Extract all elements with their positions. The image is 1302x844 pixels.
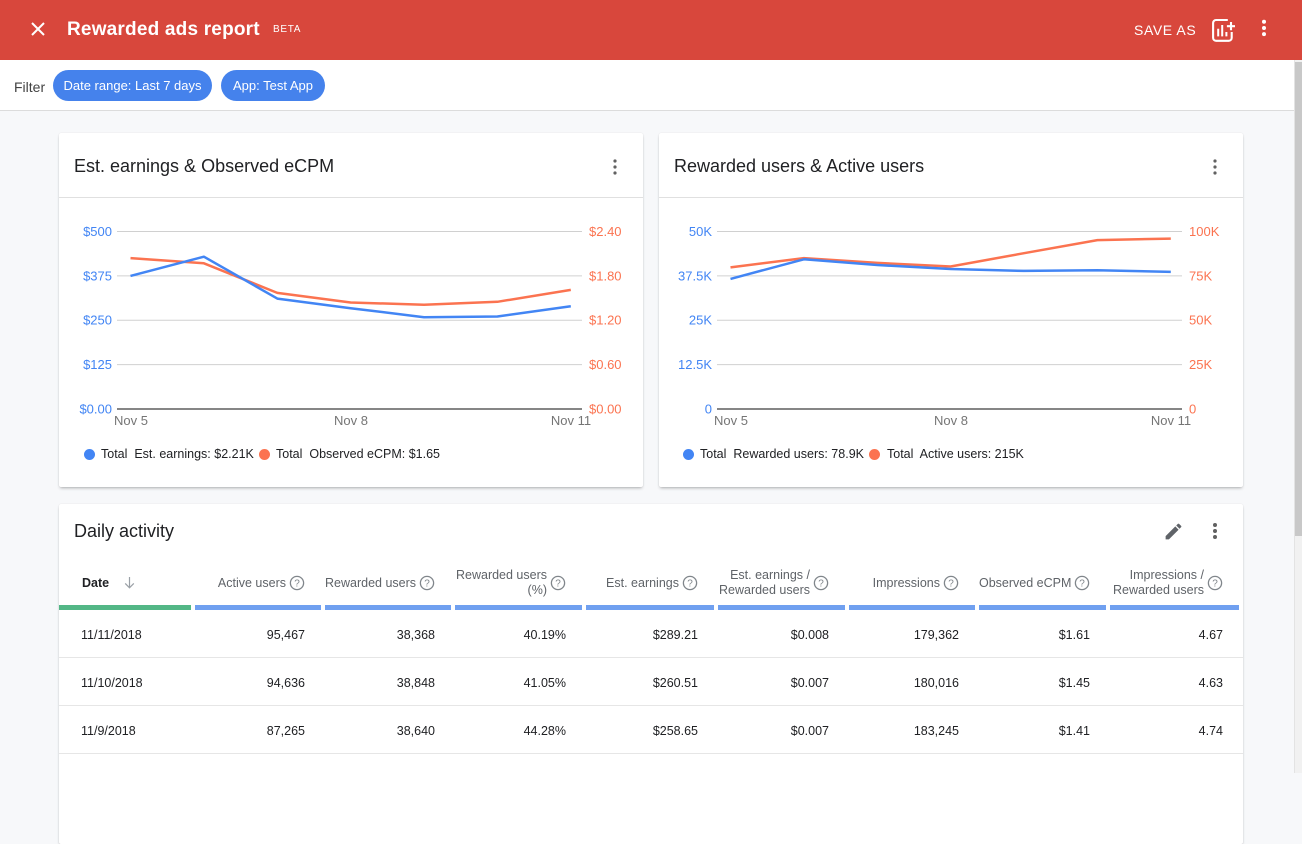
- svg-text:$0.00: $0.00: [589, 402, 622, 417]
- svg-text:?: ?: [1212, 578, 1218, 589]
- svg-text:?: ?: [555, 578, 561, 589]
- svg-text:75K: 75K: [1189, 268, 1212, 283]
- svg-text:100K: 100K: [1189, 224, 1220, 239]
- svg-text:$1.20: $1.20: [589, 313, 622, 328]
- svg-text:25K: 25K: [689, 313, 712, 328]
- svg-text:$500: $500: [83, 224, 112, 239]
- svg-text:37.5K: 37.5K: [678, 268, 712, 283]
- svg-text:25K: 25K: [1189, 357, 1212, 372]
- svg-text:Nov 8: Nov 8: [934, 413, 968, 428]
- svg-text:$1.80: $1.80: [589, 268, 622, 283]
- svg-text:$0.60: $0.60: [589, 357, 622, 372]
- svg-text:0: 0: [705, 402, 712, 417]
- svg-text:?: ?: [687, 578, 693, 589]
- svg-text:?: ?: [948, 578, 954, 589]
- svg-text:12.5K: 12.5K: [678, 357, 712, 372]
- svg-text:?: ?: [294, 578, 300, 589]
- svg-text:$0.00: $0.00: [79, 402, 112, 417]
- svg-text:Nov 11: Nov 11: [551, 413, 591, 428]
- svg-text:?: ?: [818, 578, 824, 589]
- svg-text:Nov 8: Nov 8: [334, 413, 368, 428]
- svg-text:50K: 50K: [1189, 313, 1212, 328]
- svg-text:0: 0: [1189, 402, 1196, 417]
- svg-text:$2.40: $2.40: [589, 224, 622, 239]
- svg-text:$125: $125: [83, 357, 112, 372]
- svg-text:?: ?: [424, 578, 430, 589]
- svg-text:Nov 5: Nov 5: [114, 413, 148, 428]
- svg-text:Nov 11: Nov 11: [1151, 413, 1191, 428]
- svg-text:$250: $250: [83, 313, 112, 328]
- svg-text:Nov 5: Nov 5: [714, 413, 748, 428]
- svg-text:50K: 50K: [689, 224, 712, 239]
- svg-text:?: ?: [1080, 578, 1086, 589]
- svg-text:$375: $375: [83, 268, 112, 283]
